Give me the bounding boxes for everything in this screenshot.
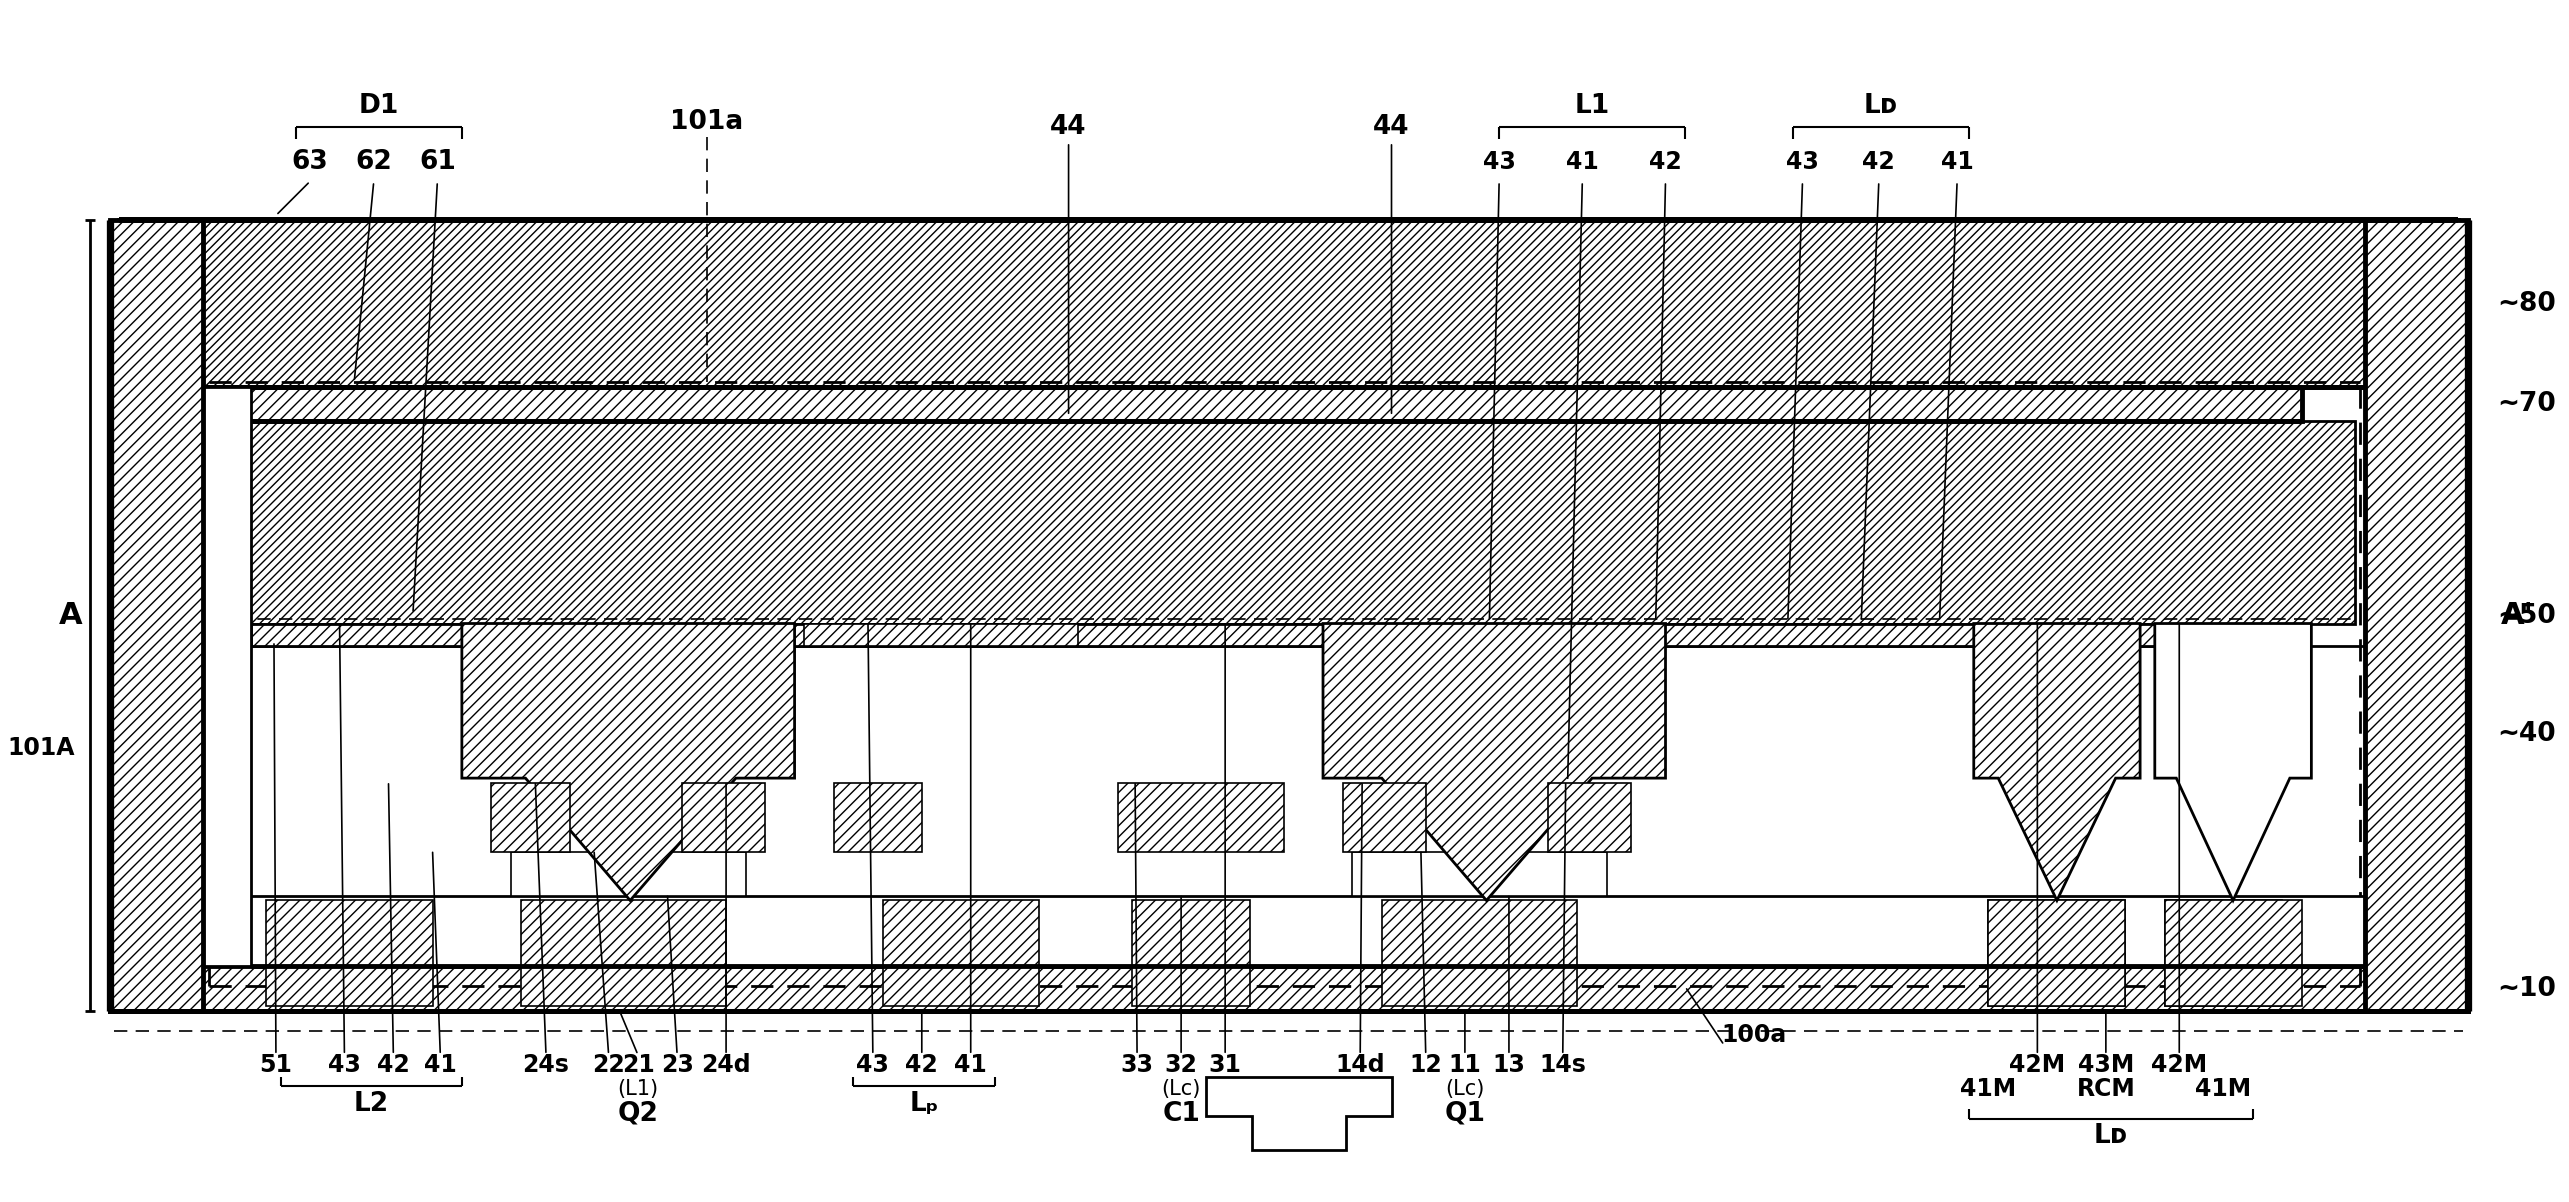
Text: D1: D1 <box>360 93 398 119</box>
Text: ~40: ~40 <box>2497 721 2556 748</box>
Text: 42: 42 <box>378 1053 408 1077</box>
Text: 12: 12 <box>1410 1053 1441 1077</box>
Polygon shape <box>118 220 2459 387</box>
Polygon shape <box>2155 624 2312 900</box>
Text: 41: 41 <box>953 1053 986 1077</box>
Polygon shape <box>462 624 794 900</box>
Text: Q2: Q2 <box>617 1101 658 1126</box>
Text: 41: 41 <box>1567 149 1598 173</box>
Polygon shape <box>804 624 1079 645</box>
Text: L2: L2 <box>355 1091 388 1117</box>
Polygon shape <box>203 387 252 966</box>
Text: 32: 32 <box>1164 1053 1197 1077</box>
Text: 61: 61 <box>419 149 455 174</box>
Polygon shape <box>1344 783 1426 851</box>
Polygon shape <box>2166 900 2281 1006</box>
Polygon shape <box>252 624 2292 645</box>
Polygon shape <box>681 783 766 851</box>
Polygon shape <box>110 220 203 1011</box>
Polygon shape <box>247 895 2371 966</box>
Text: 43: 43 <box>855 1053 889 1077</box>
Text: 14s: 14s <box>1539 1053 1585 1077</box>
Text: ~70: ~70 <box>2497 392 2556 417</box>
Text: (Lᴄ): (Lᴄ) <box>1161 1079 1200 1100</box>
Text: 43: 43 <box>1785 149 1819 173</box>
Text: A: A <box>59 601 82 630</box>
Text: 42: 42 <box>904 1053 938 1077</box>
Text: 11: 11 <box>1449 1053 1482 1077</box>
Text: (Lᴄ): (Lᴄ) <box>1446 1079 1485 1100</box>
Text: 62: 62 <box>355 149 393 174</box>
Text: 63: 63 <box>293 149 329 174</box>
Polygon shape <box>522 900 727 1006</box>
Text: 22: 22 <box>593 1053 624 1077</box>
Text: 100a: 100a <box>1721 1023 1785 1047</box>
Text: Lᴅ: Lᴅ <box>1863 93 1898 119</box>
Polygon shape <box>2166 900 2302 1006</box>
Text: 14d: 14d <box>1336 1053 1385 1077</box>
Text: 44: 44 <box>1051 114 1087 141</box>
Polygon shape <box>1988 900 2125 1006</box>
Text: 43M: 43M <box>2078 1053 2135 1077</box>
Text: 21: 21 <box>622 1053 655 1077</box>
Text: 33: 33 <box>1120 1053 1153 1077</box>
Text: 43: 43 <box>329 1053 360 1077</box>
Polygon shape <box>511 851 745 895</box>
Polygon shape <box>241 387 2302 421</box>
Text: RCM: RCM <box>2076 1077 2135 1101</box>
Text: Q1: Q1 <box>1444 1101 1485 1126</box>
Text: ~80: ~80 <box>2497 291 2556 316</box>
Text: (L1): (L1) <box>617 1079 658 1100</box>
Polygon shape <box>1973 624 2140 900</box>
Text: 23: 23 <box>660 1053 694 1077</box>
Text: 24d: 24d <box>701 1053 750 1077</box>
Polygon shape <box>884 900 1040 1006</box>
Polygon shape <box>267 900 432 1006</box>
Polygon shape <box>2366 220 2469 1011</box>
Text: 42: 42 <box>1649 149 1683 173</box>
Text: 24s: 24s <box>522 1053 570 1077</box>
Text: C1: C1 <box>1161 1101 1200 1126</box>
Text: ~10: ~10 <box>2497 976 2556 1001</box>
Text: 43: 43 <box>1482 149 1516 173</box>
Text: 101a: 101a <box>671 109 742 136</box>
Text: L1: L1 <box>1575 93 1611 119</box>
Polygon shape <box>110 966 2469 1011</box>
Text: 42M: 42M <box>2150 1053 2207 1077</box>
Text: 31: 31 <box>1207 1053 1241 1077</box>
Text: 41: 41 <box>1940 149 1973 173</box>
Polygon shape <box>1323 624 1665 900</box>
Text: 42: 42 <box>1863 149 1896 173</box>
Text: 41M: 41M <box>1960 1077 2017 1101</box>
Polygon shape <box>491 783 570 851</box>
Polygon shape <box>1549 783 1631 851</box>
Polygon shape <box>247 645 2371 966</box>
Polygon shape <box>1133 900 1249 1006</box>
Text: ~50: ~50 <box>2497 602 2556 629</box>
Polygon shape <box>835 783 922 851</box>
Text: 41M: 41M <box>2196 1077 2250 1101</box>
Text: 13: 13 <box>1493 1053 1526 1077</box>
Text: Lₚ: Lₚ <box>909 1091 938 1117</box>
Text: 51: 51 <box>259 1053 293 1077</box>
Polygon shape <box>1351 851 1606 895</box>
Polygon shape <box>1205 1077 1392 1150</box>
Text: Lᴅ: Lᴅ <box>2094 1124 2127 1149</box>
Polygon shape <box>1382 900 1577 1006</box>
Polygon shape <box>1988 900 2125 1006</box>
Text: A': A' <box>2500 601 2533 630</box>
Text: 101A: 101A <box>8 736 75 760</box>
Polygon shape <box>1118 783 1284 851</box>
Text: 42M: 42M <box>2009 1053 2065 1077</box>
Polygon shape <box>213 421 2356 624</box>
Text: 44: 44 <box>1374 114 1410 141</box>
Text: 41: 41 <box>424 1053 457 1077</box>
